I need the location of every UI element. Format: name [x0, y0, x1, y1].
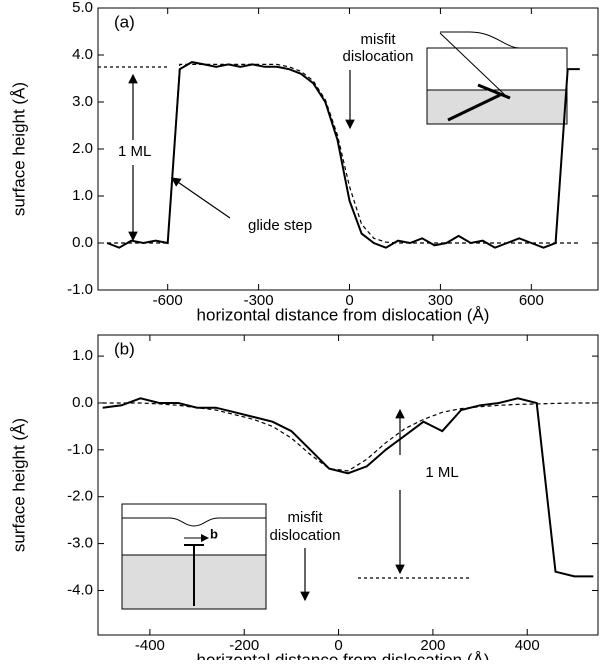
series-line: [107, 63, 580, 244]
y-tick-label: 0.0: [72, 234, 93, 251]
y-tick-label: -1.0: [67, 441, 93, 458]
y-tick-label: -3.0: [67, 535, 93, 552]
annotation: 1 ML: [425, 464, 458, 481]
panel-label: (b): [114, 339, 135, 358]
y-axis-label: surface height (Å): [9, 82, 28, 216]
y-tick-label: -1.0: [67, 281, 93, 298]
y-tick-label: 3.0: [72, 93, 93, 110]
annotation: misfit: [361, 31, 397, 48]
x-tick-label: -600: [153, 292, 183, 309]
x-tick-label: -400: [135, 637, 165, 654]
y-tick-label: 4.0: [72, 46, 93, 63]
y-tick-label: -4.0: [67, 581, 93, 598]
svg-text:b: b: [210, 526, 218, 541]
annotation: dislocation: [343, 48, 414, 65]
y-tick-label: -2.0: [67, 488, 93, 505]
x-tick-label: 0: [334, 637, 342, 654]
annotation: glide step: [248, 217, 312, 234]
x-tick-label: -300: [244, 292, 274, 309]
series-line: [102, 397, 594, 578]
x-tick-label: 600: [519, 292, 544, 309]
annotation: dislocation: [270, 527, 341, 544]
x-axis-label: horizontal distance from dislocation (Å): [197, 650, 490, 660]
y-tick-label: 1.0: [72, 347, 93, 364]
x-axis-label: horizontal distance from dislocation (Å): [197, 305, 490, 324]
x-tick-label: 0: [345, 292, 353, 309]
annotation: misfit: [288, 509, 324, 526]
x-tick-label: 400: [515, 637, 540, 654]
y-tick-label: 1.0: [72, 187, 93, 204]
plot-frame: [97, 334, 599, 636]
y-tick-label: 5.0: [72, 0, 93, 16]
x-tick-label: 200: [420, 637, 445, 654]
arrows: [98, 66, 470, 602]
x-tick-label: 300: [428, 292, 453, 309]
inset-a: [426, 31, 568, 125]
annotation: 1 ML: [118, 143, 151, 160]
y-tick-label: 0.0: [72, 394, 93, 411]
inset-b: b: [121, 503, 267, 610]
panel-label: (a): [114, 12, 135, 31]
series-line: [106, 61, 580, 249]
y-axis-label: surface height (Å): [9, 418, 28, 552]
x-tick-label: -200: [229, 637, 259, 654]
series-line: [102, 402, 594, 472]
y-tick-label: 2.0: [72, 140, 93, 157]
